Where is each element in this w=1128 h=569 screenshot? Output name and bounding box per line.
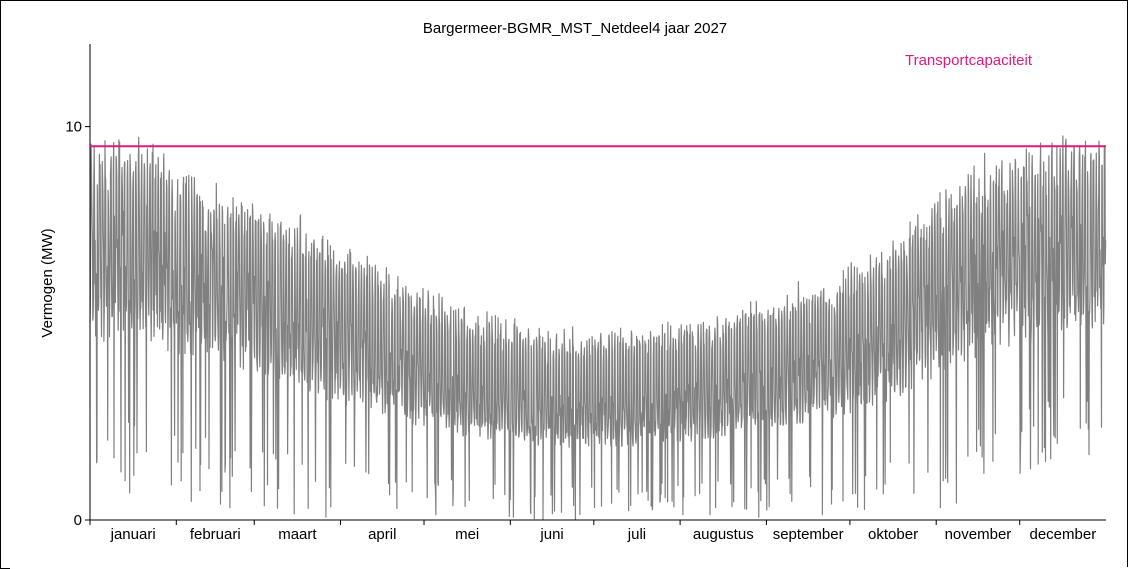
x-tick-label: augustus [693, 526, 754, 543]
x-tick-label: januari [110, 526, 156, 543]
x-tick-label: juli [627, 526, 646, 543]
y-axis-label: Vermogen (MW) [39, 228, 56, 337]
y-tick-label: 10 [65, 119, 82, 136]
series-layer [89, 135, 1107, 521]
x-tick-label: april [368, 526, 396, 543]
x-tick-label: oktober [868, 526, 918, 543]
x-tick-label: september [773, 526, 844, 543]
axes-layer: 0 10 januari februari maart april mei juni juli a… [65, 44, 1106, 543]
reference-layer: Transportcapaciteit [90, 52, 1106, 148]
x-tick-label: december [1030, 526, 1097, 543]
x-tick-label: mei [455, 526, 479, 543]
chart-title: Bargermeer-BGMR_MST_Netdeel4 jaar 2027 [423, 20, 727, 37]
x-tick-label: maart [278, 526, 317, 543]
y-tick-label: 0 [74, 512, 82, 529]
frame-edge [10, 567, 1128, 569]
x-tick-label: februari [190, 526, 241, 543]
series-line [89, 135, 1107, 521]
x-tick-label: juni [539, 526, 563, 543]
x-tick-label: november [945, 526, 1012, 543]
capacity-legend-label: Transportcapaciteit [905, 52, 1033, 69]
